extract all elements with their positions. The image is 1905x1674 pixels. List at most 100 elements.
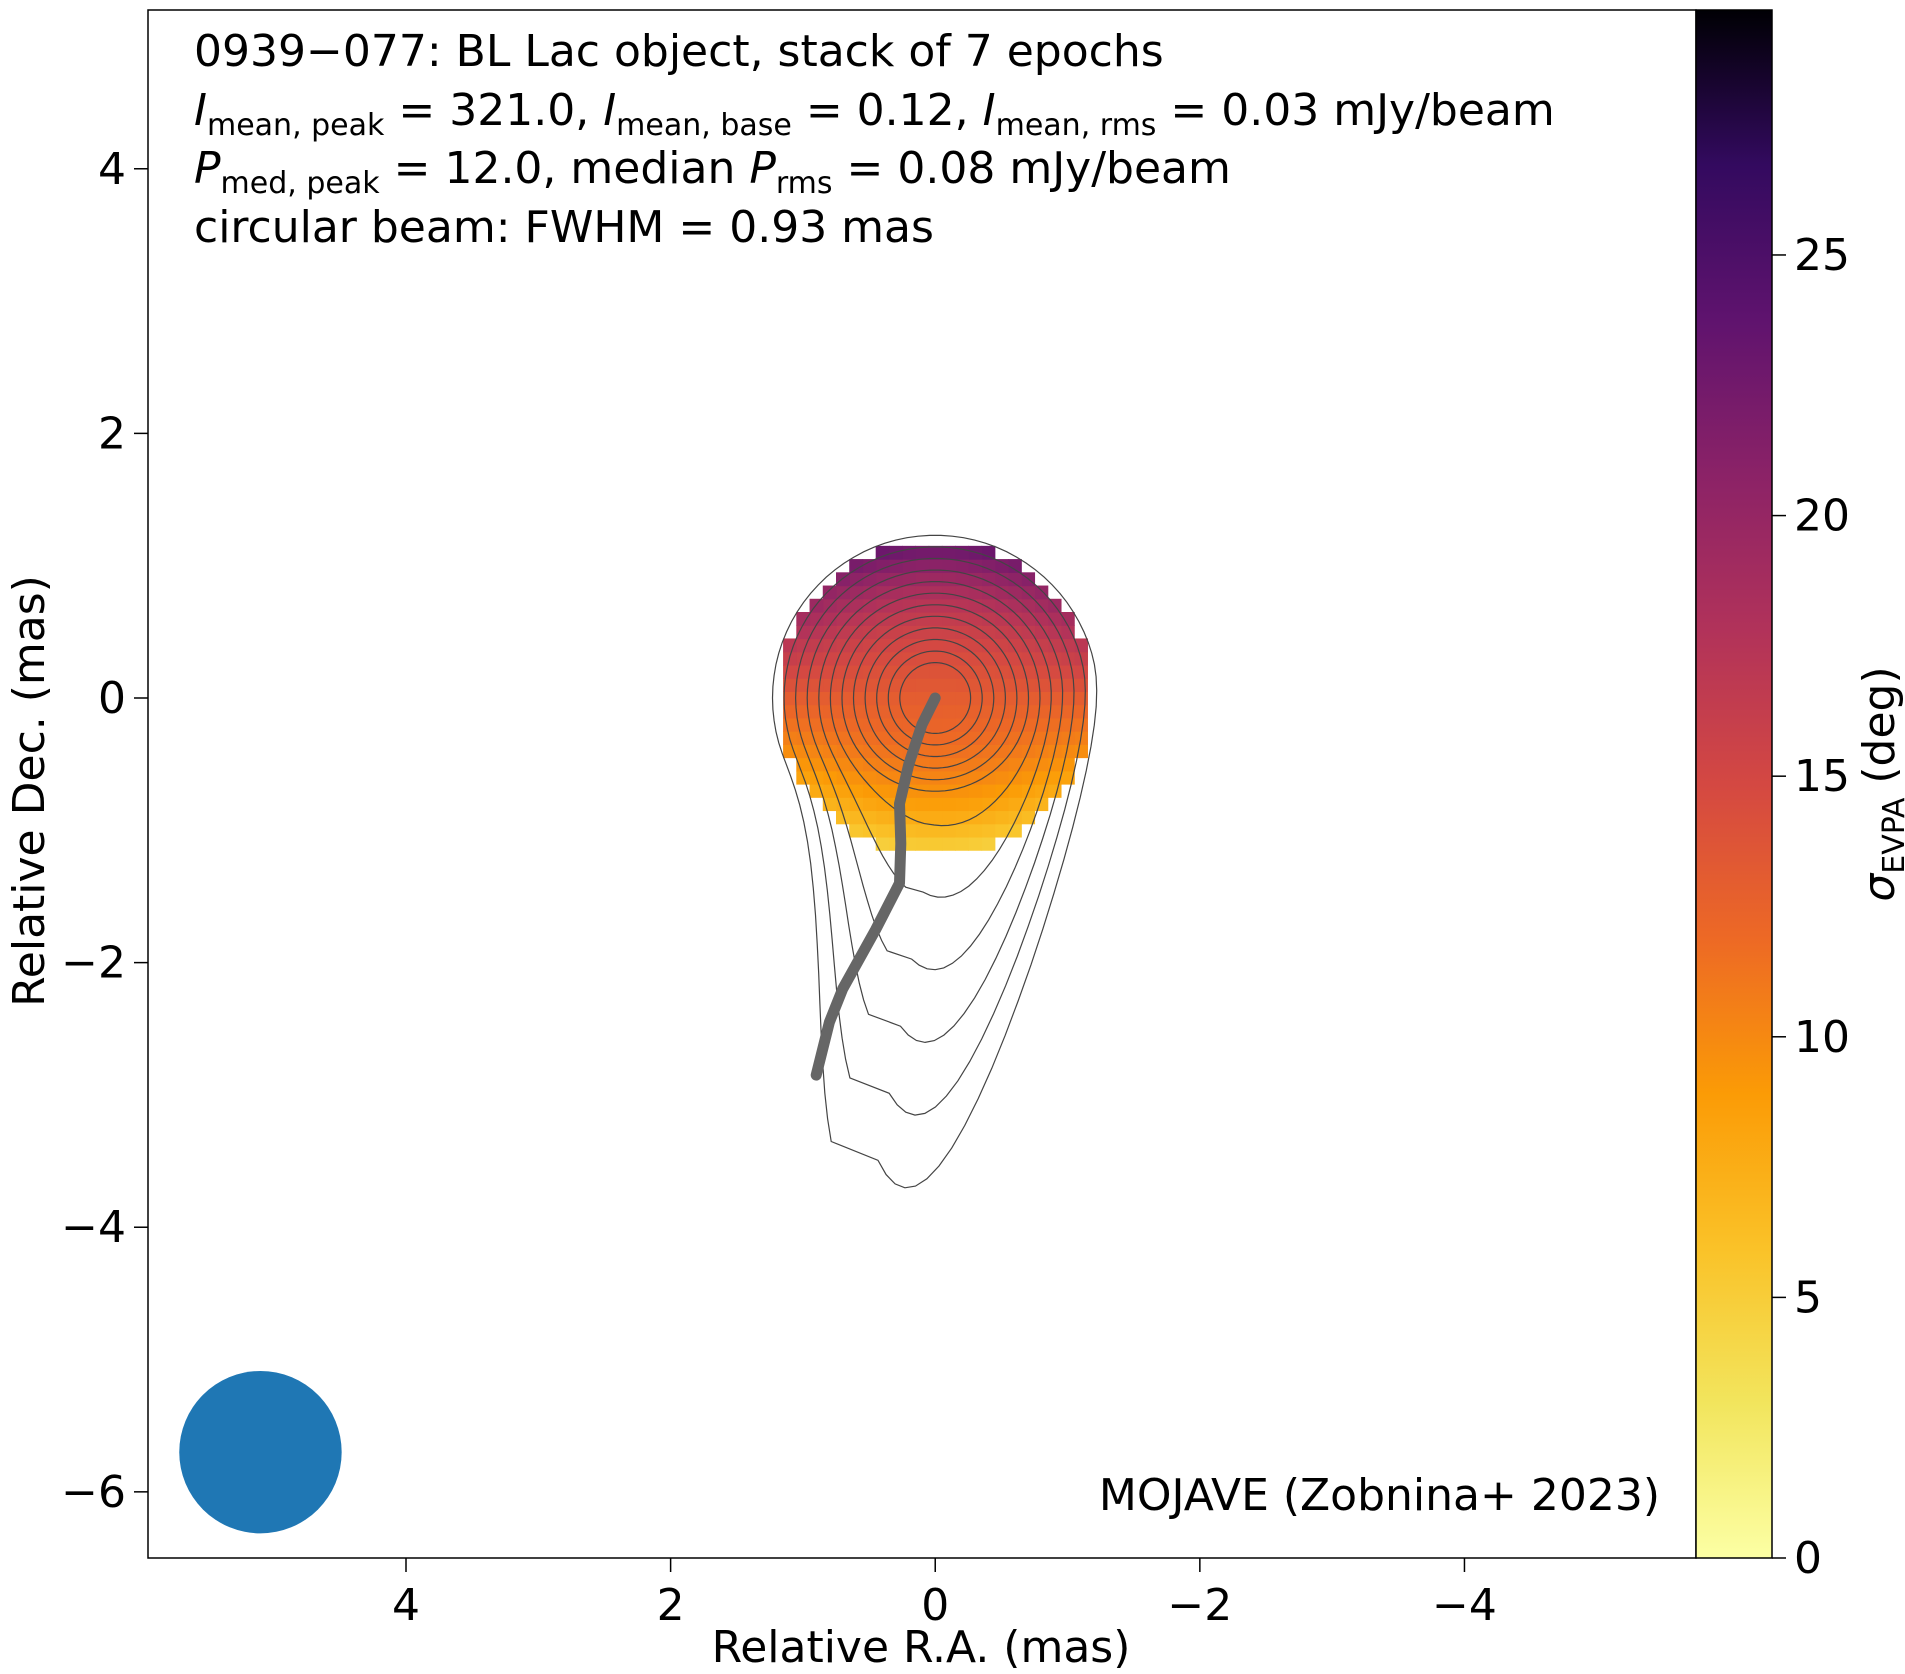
x-axis-label: Relative R.A. (mas) — [712, 1622, 1131, 1673]
pol-pixel — [928, 651, 943, 666]
pol-pixel — [981, 784, 996, 798]
pol-pixel — [928, 717, 943, 732]
pol-pixel — [928, 678, 943, 692]
pol-pixel — [849, 559, 864, 573]
pol-pixel — [796, 717, 811, 732]
pol-pixel — [796, 704, 811, 719]
pol-pixel — [862, 664, 877, 679]
pol-pixel — [1021, 717, 1036, 732]
pol-pixel — [1021, 651, 1036, 666]
pol-pixel — [902, 717, 916, 732]
pol-pixel — [1047, 664, 1062, 679]
pol-pixel — [809, 664, 824, 679]
contour-level — [887, 650, 983, 746]
pol-pixel — [875, 836, 890, 851]
pol-pixel — [981, 664, 996, 679]
pol-pixel — [1034, 678, 1049, 692]
pol-pixel — [875, 797, 890, 812]
pol-pixel — [809, 691, 824, 706]
pol-pixel — [941, 678, 956, 692]
pol-pixel — [1021, 770, 1036, 785]
pol-pixel — [822, 757, 837, 772]
pol-pixel — [1047, 757, 1062, 772]
pol-pixel — [862, 612, 877, 626]
pol-pixel — [915, 612, 930, 626]
pol-pixel — [836, 810, 850, 825]
pol-pixel — [941, 704, 956, 719]
pol-pixel — [941, 691, 956, 706]
pol-pixel — [928, 598, 943, 613]
pol-pixel — [1021, 625, 1036, 640]
pol-pixel — [849, 810, 864, 825]
pol-pixel — [968, 823, 983, 838]
pol-pixel — [994, 585, 1009, 600]
pol-pixel — [968, 770, 983, 785]
pol-pixel — [1034, 704, 1049, 719]
pol-pixel — [902, 572, 916, 587]
pol-pixel — [849, 757, 864, 772]
colorbar-tick-label: 10 — [1794, 1012, 1850, 1063]
pol-pixel — [941, 744, 956, 759]
pol-pixel — [941, 559, 956, 573]
plot-area — [179, 534, 1098, 1534]
y-tick-label: −6 — [61, 1467, 126, 1518]
pol-pixel — [862, 717, 877, 732]
pol-pixel — [941, 545, 956, 560]
pol-pixel — [875, 784, 890, 798]
pol-pixel — [994, 823, 1009, 838]
pol-pixel — [1047, 717, 1062, 732]
pol-pixel — [849, 678, 864, 692]
pol-pixel — [994, 691, 1009, 706]
pol-pixel — [849, 585, 864, 600]
pol-pixel — [1060, 612, 1075, 626]
pol-pixel — [915, 625, 930, 640]
pol-pixel — [981, 770, 996, 785]
pol-pixel — [1060, 731, 1075, 745]
pol-pixel — [915, 678, 930, 692]
pol-pixel — [1074, 678, 1088, 692]
pol-pixel — [862, 559, 877, 573]
pol-pixel — [915, 770, 930, 785]
title-line-4: circular beam: FWHM = 0.93 mas — [194, 202, 934, 253]
pol-pixel — [902, 664, 916, 679]
x-axis: 4 2 0 −2 −4 — [392, 1558, 1497, 1631]
pol-pixel — [862, 585, 877, 600]
pol-pixel — [915, 545, 930, 560]
pol-pixel — [1008, 757, 1022, 772]
pol-pixel — [809, 612, 824, 626]
pol-pixel — [783, 638, 797, 653]
pol-pixel — [955, 744, 969, 759]
pol-pixel — [994, 598, 1009, 613]
pol-pixel — [955, 664, 969, 679]
pol-pixel — [1008, 797, 1022, 812]
pol-pixel — [862, 744, 877, 759]
pol-pixel — [1034, 691, 1049, 706]
pol-pixel — [994, 678, 1009, 692]
pol-pixel — [796, 638, 811, 653]
pol-pixel — [1008, 678, 1022, 692]
pol-pixel — [1060, 691, 1075, 706]
credit-text: MOJAVE (Zobnina+ 2023) — [1099, 1470, 1660, 1521]
pol-pixel — [888, 744, 903, 759]
colorbar-tick-label: 15 — [1794, 751, 1850, 802]
y-axis-label: Relative Dec. (mas) — [4, 575, 55, 1007]
pol-pixel — [1034, 770, 1049, 785]
pol-pixel — [968, 784, 983, 798]
pol-pixel — [902, 704, 916, 719]
pol-pixel — [822, 651, 837, 666]
pol-pixel — [1008, 664, 1022, 679]
pol-pixel — [928, 625, 943, 640]
pol-pixel — [888, 704, 903, 719]
pol-pixel — [875, 731, 890, 745]
pol-pixel — [849, 625, 864, 640]
pol-pixel — [928, 731, 943, 745]
pol-pixel — [783, 651, 797, 666]
pol-pixel — [1034, 757, 1049, 772]
pol-pixel — [796, 691, 811, 706]
intensity-contours — [771, 534, 1098, 1189]
colorbar-tick-label: 25 — [1794, 230, 1850, 281]
pol-pixel — [902, 559, 916, 573]
pol-pixel — [955, 836, 969, 851]
pol-pixel — [928, 585, 943, 600]
pol-pixel — [941, 651, 956, 666]
